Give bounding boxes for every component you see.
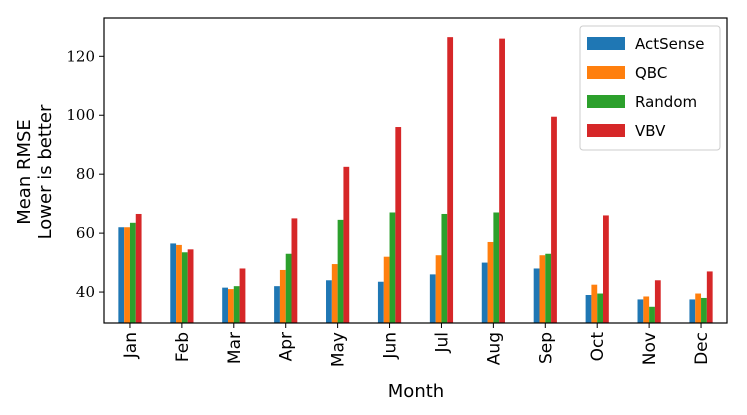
bar-vbv-nov — [654, 280, 661, 323]
legend-swatch-qbc — [587, 66, 625, 79]
bar-qbc-sep — [539, 255, 546, 323]
x-tick-label: Apr — [277, 332, 297, 361]
bar-random-jan — [129, 222, 136, 323]
y-tick-label: 80 — [76, 165, 95, 183]
x-tick-label: Jul — [432, 332, 452, 354]
x-tick-label: Mar — [225, 332, 245, 364]
bar-random-oct — [597, 293, 604, 323]
bar-vbv-jun — [395, 127, 402, 323]
bar-vbv-sep — [551, 116, 557, 323]
bar-actsense-mar — [222, 287, 228, 323]
bar-actsense-nov — [637, 299, 644, 323]
legend-label-vbv: VBV — [635, 122, 666, 140]
y-tick-label: 100 — [66, 106, 95, 124]
y-tick-label: 40 — [76, 283, 95, 301]
bar-actsense-feb — [170, 243, 177, 323]
legend: ActSense QBC Random VBV — [579, 25, 721, 151]
y-axis-title-line1: Mean RMSE — [14, 119, 35, 225]
bar-vbv-jan — [135, 213, 142, 323]
plot-frame — [103, 17, 728, 324]
bar-qbc-jul — [435, 255, 442, 323]
bar-random-feb — [181, 252, 188, 323]
bar-vbv-mar — [239, 268, 246, 323]
y-tick-label: 60 — [76, 224, 95, 242]
bar-random-dec — [701, 297, 707, 323]
bar-random-jul — [441, 213, 448, 323]
bar-vbv-apr — [291, 218, 298, 323]
bar-random-mar — [233, 286, 240, 323]
bar-actsense-aug — [481, 262, 488, 323]
y-tick-label: 120 — [66, 47, 95, 65]
x-tick-label: Nov — [640, 332, 660, 365]
bar-qbc-oct — [591, 284, 598, 323]
bar-qbc-apr — [279, 269, 286, 323]
bar-actsense-apr — [274, 286, 280, 323]
legend-label-random: Random — [635, 93, 697, 111]
bar-random-may — [337, 219, 344, 323]
bar-random-aug — [493, 212, 500, 323]
bar-actsense-jun — [377, 281, 384, 323]
bar-qbc-may — [331, 264, 338, 323]
y-axis: 40 60 80 100 120 — [66, 47, 104, 301]
legend-swatch-vbv — [587, 124, 625, 137]
bar-random-sep — [545, 253, 552, 323]
legend-label-qbc: QBC — [635, 64, 667, 82]
x-tick-label: Feb — [173, 332, 193, 362]
bar-vbv-oct — [603, 215, 609, 323]
bar-vbv-aug — [499, 38, 505, 323]
x-tick-label: Sep — [536, 332, 556, 364]
bar-actsense-dec — [689, 299, 696, 323]
legend-box — [579, 25, 721, 151]
bar-actsense-jul — [429, 274, 436, 323]
bar-qbc-dec — [695, 293, 702, 323]
bar-random-jun — [389, 212, 396, 323]
bar-actsense-jan — [118, 227, 125, 323]
legend-swatch-actsense — [587, 37, 625, 50]
x-tick-label: Jan — [121, 332, 141, 359]
x-tick-label: Jun — [381, 332, 401, 360]
legend-swatch-random — [587, 95, 625, 108]
bar-qbc-aug — [487, 241, 494, 323]
bar-random-nov — [649, 306, 655, 323]
bar-qbc-jan — [124, 227, 130, 323]
bar-qbc-feb — [176, 244, 182, 323]
bar-actsense-sep — [533, 268, 540, 323]
bar-vbv-dec — [706, 271, 713, 323]
bar-vbv-feb — [187, 249, 194, 323]
x-tick-label: Dec — [692, 332, 712, 365]
x-axis: Jan Feb Mar Apr May Jun Jul Aug Sep Oct Nov Dec — [121, 323, 712, 367]
x-tick-label: Aug — [484, 332, 504, 365]
bar-actsense-oct — [585, 295, 592, 323]
x-tick-label: May — [329, 332, 349, 367]
bar-qbc-jun — [383, 256, 390, 323]
bar-actsense-may — [326, 280, 332, 323]
x-axis-title: Month — [388, 381, 444, 402]
bar-vbv-jul — [447, 37, 454, 324]
legend-label-actsense: ActSense — [635, 35, 704, 53]
bars-group — [118, 37, 713, 324]
x-tick-label: Oct — [588, 332, 608, 362]
bar-qbc-mar — [227, 289, 234, 323]
y-axis-title-line2: Lower is better — [35, 104, 56, 239]
bar-random-apr — [285, 253, 292, 323]
bar-qbc-nov — [643, 296, 650, 323]
bar-vbv-may — [343, 166, 350, 323]
